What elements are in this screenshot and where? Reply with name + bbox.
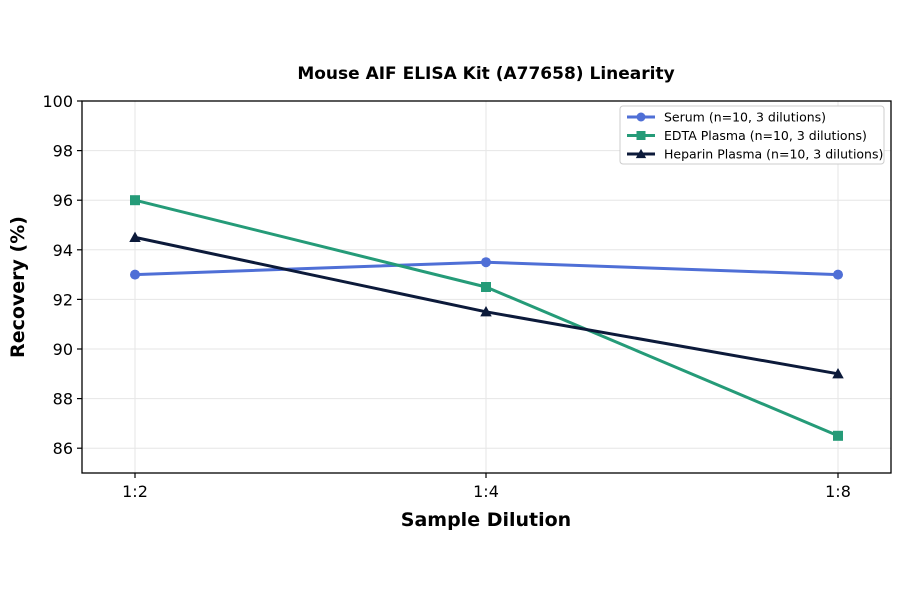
data-point-triangle (635, 148, 647, 159)
plot-series (129, 195, 844, 441)
y-tick-label: 100 (42, 92, 73, 111)
data-point-triangle (129, 231, 141, 242)
data-point-circle (481, 257, 491, 268)
data-point-square (481, 282, 491, 292)
data-point-circle (130, 269, 140, 280)
y-tick-label: 94 (53, 241, 73, 260)
y-tick-label: 86 (53, 439, 73, 458)
x-tick-label: 1:2 (122, 482, 148, 501)
chart-title: Mouse AIF ELISA Kit (A77658) Linearity (297, 64, 674, 84)
y-tick-label: 96 (53, 191, 73, 210)
series-2 (130, 195, 843, 441)
legend-box (619, 105, 885, 165)
legend-entry: EDTA Plasma (n=10, 3 dilutions) (627, 128, 867, 143)
data-point-square (636, 131, 646, 140)
legend-label: EDTA Plasma (n=10, 3 dilutions) (664, 128, 867, 143)
data-point-circle (833, 269, 843, 280)
x-tick-label: 1:4 (473, 482, 499, 501)
data-point-square (833, 430, 843, 441)
series-3 (129, 231, 844, 379)
y-tick-label: 88 (53, 390, 73, 409)
x-axis-label: Sample Dilution (401, 509, 571, 531)
legend-label: Serum (n=10, 3 dilutions) (664, 110, 826, 125)
legend: Serum (n=10, 3 dilutions) EDTA Plasma (n=… (619, 105, 885, 165)
data-point-square (130, 195, 140, 206)
axis-ticks: 86 88 90 92 94 96 98 100 1:2 1:4 1:8 (42, 92, 850, 501)
data-point-triangle (480, 306, 492, 317)
y-tick-label: 90 (53, 340, 73, 359)
series-1 (130, 257, 843, 280)
data-point-circle (636, 112, 646, 122)
legend-label: Heparin Plasma (n=10, 3 dilutions) (664, 147, 883, 162)
data-point-triangle (832, 368, 844, 379)
x-tick-label: 1:8 (825, 482, 851, 501)
y-tick-label: 98 (53, 142, 73, 161)
y-tick-label: 92 (53, 290, 73, 309)
y-axis-label: Recovery (%) (7, 216, 29, 358)
legend-entry: Serum (n=10, 3 dilutions) (627, 110, 826, 125)
legend-entry: Heparin Plasma (n=10, 3 dilutions) (627, 147, 883, 162)
